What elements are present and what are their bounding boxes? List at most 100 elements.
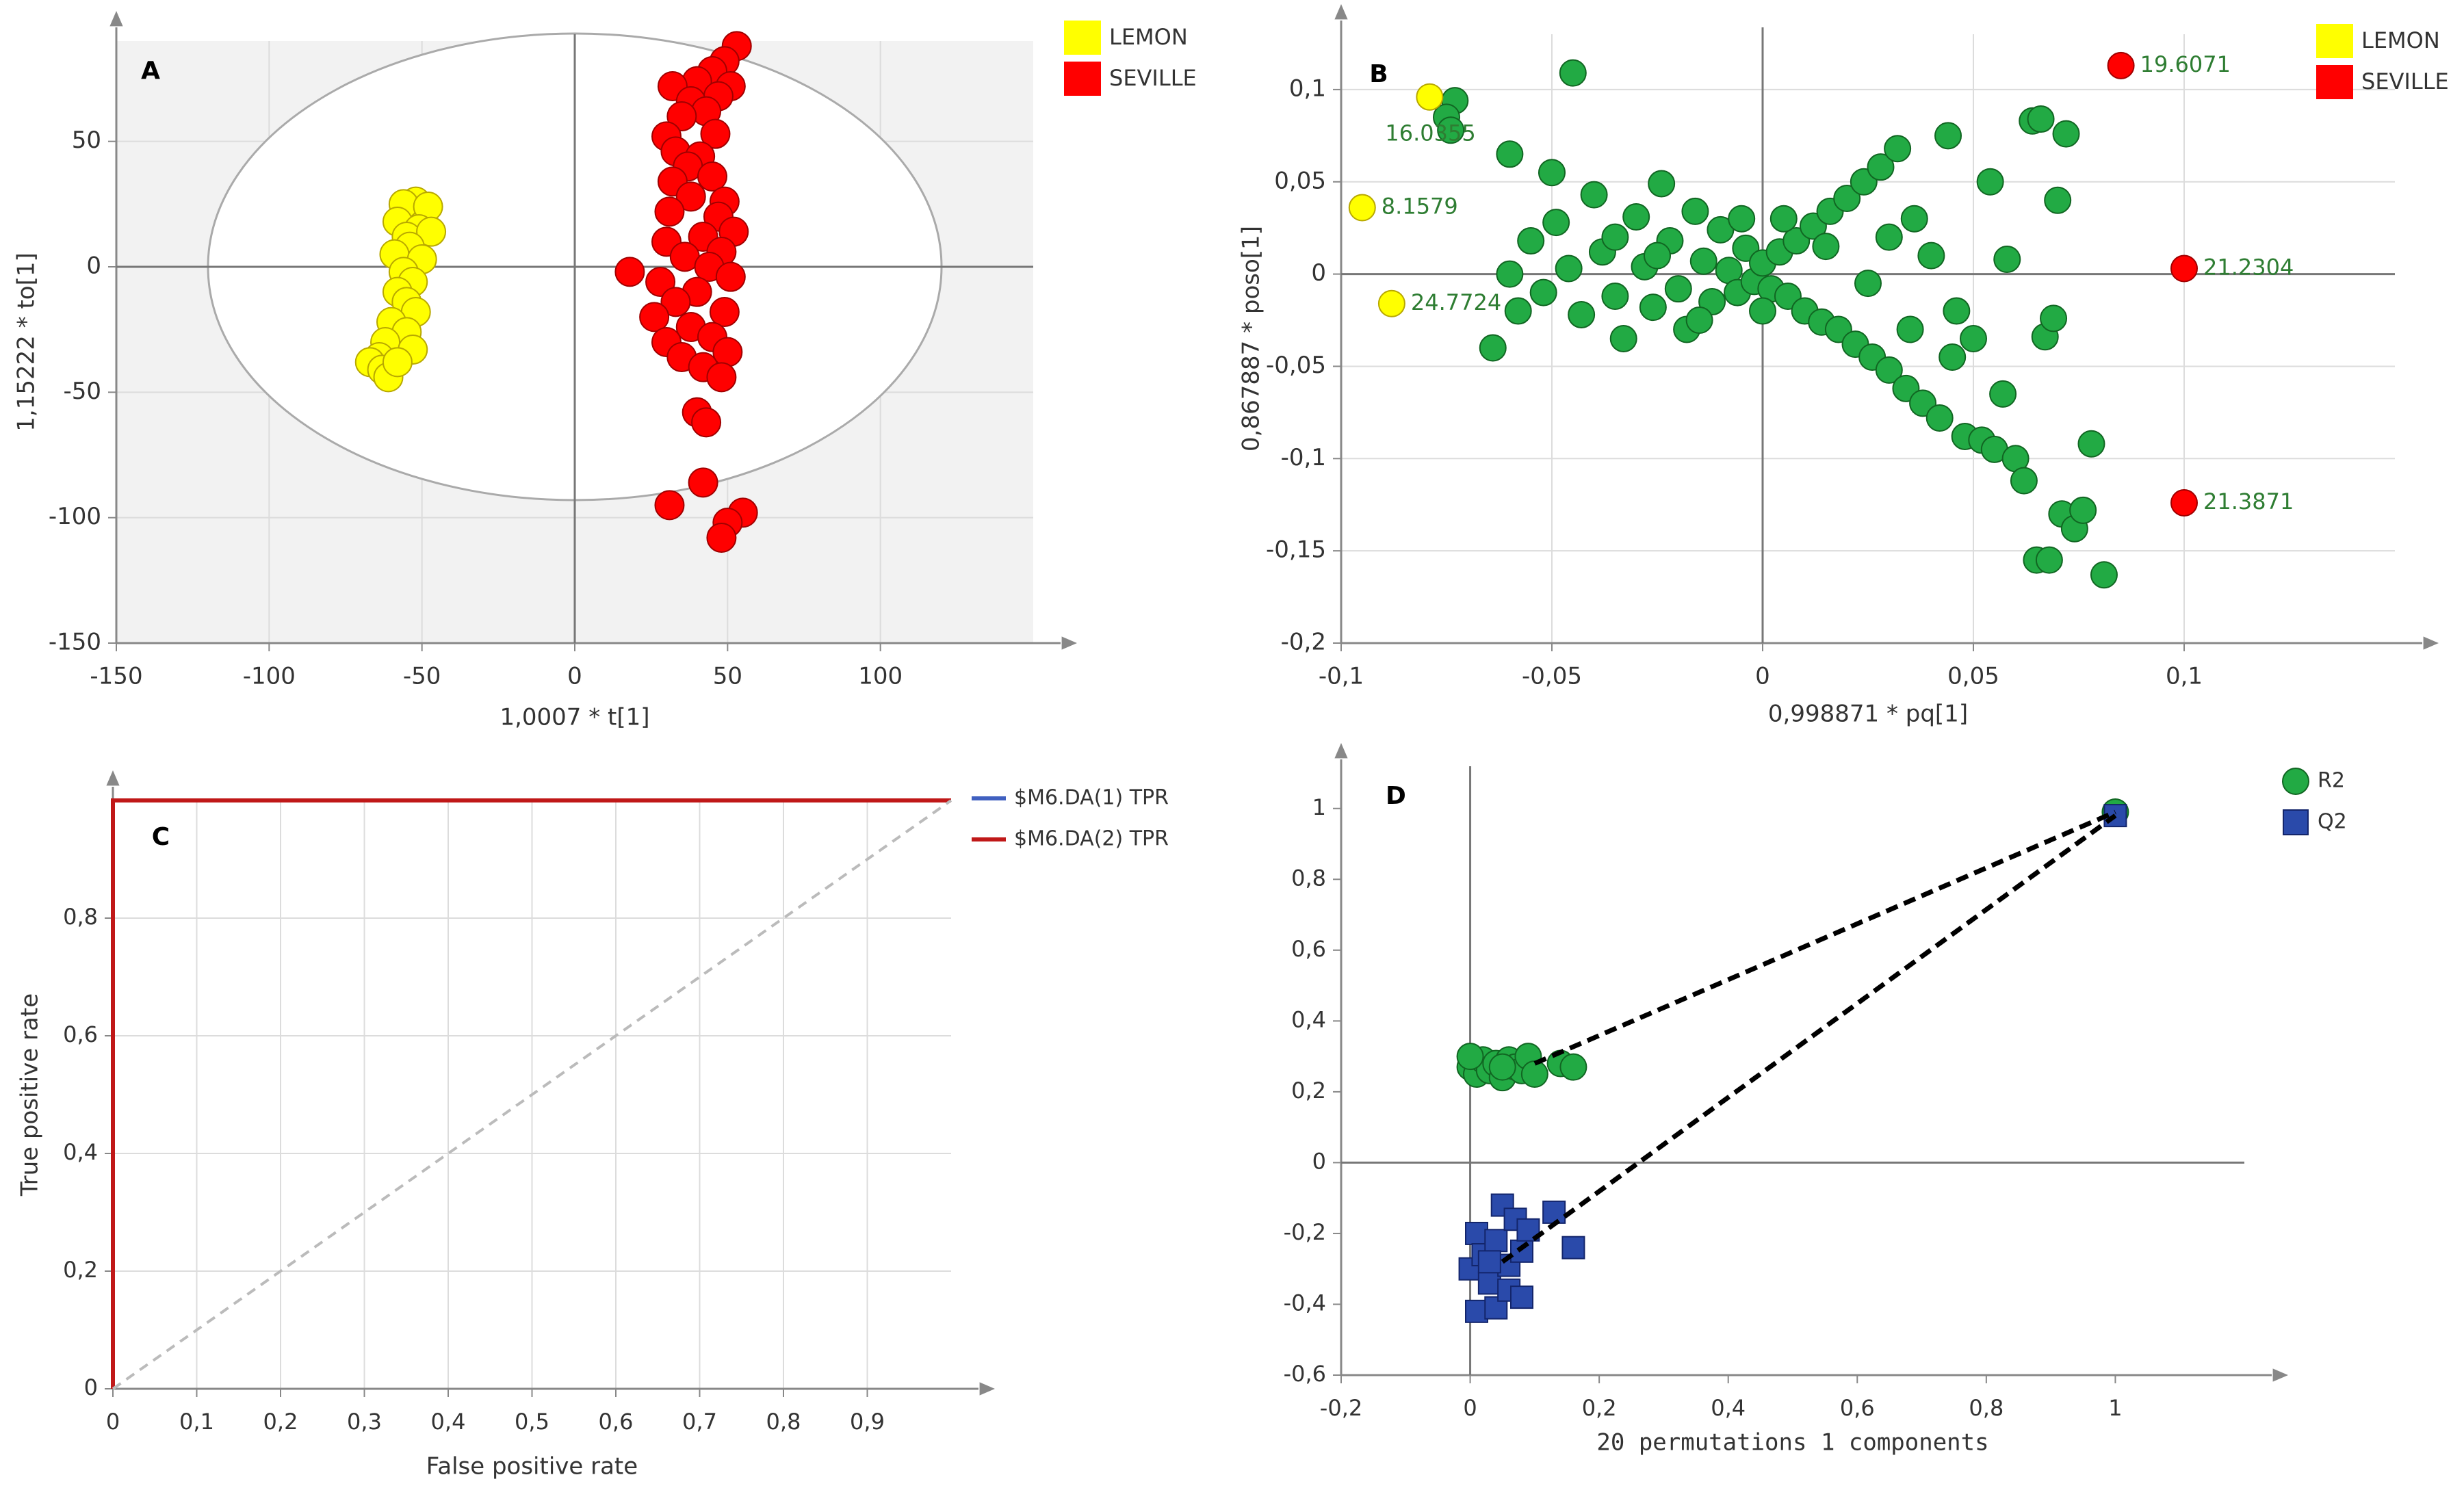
loading-point bbox=[1896, 315, 1924, 343]
point-label: 8.1579 bbox=[1382, 194, 1458, 220]
loading-point bbox=[2052, 120, 2080, 148]
data-point bbox=[697, 161, 727, 192]
y-tick-label: 0,6 bbox=[63, 1021, 98, 1047]
loading-point bbox=[1854, 270, 1882, 298]
x-tick-label: 1 bbox=[2108, 1395, 2122, 1421]
loading-point bbox=[1644, 242, 1671, 270]
data-point bbox=[639, 302, 670, 332]
loading-point bbox=[1707, 216, 1735, 244]
loading-point bbox=[2069, 496, 2097, 524]
y-tick-label: -0,6 bbox=[1284, 1361, 1326, 1387]
y-tick-label: -0,2 bbox=[1284, 1219, 1326, 1245]
axis-arrow bbox=[2272, 1368, 2288, 1382]
x-tick-label: -50 bbox=[403, 663, 441, 690]
loading-point bbox=[1538, 159, 1566, 187]
data-point bbox=[1456, 1043, 1484, 1071]
data-point-square bbox=[1477, 1250, 1501, 1274]
data-point bbox=[660, 287, 691, 317]
loading-point bbox=[1943, 297, 1971, 325]
legend-swatch bbox=[1064, 21, 1101, 55]
loading-point bbox=[1542, 209, 1570, 237]
axis-arrow bbox=[979, 1382, 995, 1396]
data-point bbox=[654, 196, 685, 227]
loading-point bbox=[1867, 153, 1895, 181]
x-tick-label: 50 bbox=[713, 663, 742, 690]
point-label: 19.6071 bbox=[2140, 51, 2231, 77]
y-tick-label: -0,05 bbox=[1266, 352, 1326, 379]
data-point bbox=[614, 257, 645, 287]
legend-label: LEMON bbox=[1109, 24, 1188, 50]
legend-swatch bbox=[2316, 65, 2353, 99]
loading-point bbox=[1622, 203, 1650, 231]
panel-a: -150 -100 -50 0 50 100 -150 -100 -50 0 50 1,0007 * … bbox=[13, 11, 1197, 731]
point-label: 21.3871 bbox=[2203, 488, 2294, 514]
data-point bbox=[416, 216, 447, 247]
y-tick-label: 0,1 bbox=[1289, 75, 1326, 102]
loading-point bbox=[1993, 246, 2021, 274]
legend-label: Q2 bbox=[2318, 810, 2347, 834]
y-tick-label: 0,4 bbox=[63, 1139, 98, 1165]
x-tick-label: -0,05 bbox=[1522, 663, 1582, 690]
loading-point bbox=[1685, 306, 1713, 335]
loading-point bbox=[1648, 170, 1676, 198]
highlighted-point bbox=[2170, 254, 2198, 283]
x-tick-label: 0,4 bbox=[1711, 1395, 1746, 1421]
y-tick-label: 1 bbox=[1312, 794, 1326, 820]
loading-point bbox=[1833, 185, 1861, 213]
data-point-square bbox=[1477, 1271, 1501, 1295]
loading-point bbox=[1875, 356, 1903, 384]
data-point bbox=[691, 407, 722, 438]
panel-d: -0,2 0 0,2 0,4 0,6 0,8 1 -0,6 -0,4 -0,2 0 0,2 0,4 0,6… bbox=[1284, 743, 2347, 1457]
y-tick-label: 0 bbox=[1311, 259, 1326, 287]
loading-point bbox=[1728, 205, 1756, 233]
x-tick-label: -0,1 bbox=[1319, 663, 1364, 690]
loading-point bbox=[1517, 227, 1545, 255]
x-tick-label: 0,6 bbox=[599, 1409, 634, 1435]
reference-line bbox=[1501, 813, 2117, 1264]
data-point bbox=[1488, 1053, 1516, 1081]
loading-point bbox=[1689, 247, 1717, 275]
loading-point bbox=[1917, 242, 1945, 270]
axis-arrow bbox=[1334, 4, 1348, 20]
roc-curve-2 bbox=[111, 798, 951, 1389]
data-point-square bbox=[1510, 1239, 1533, 1263]
legend-label: SEVILLE bbox=[2361, 68, 2449, 94]
loading-point bbox=[1989, 380, 2017, 408]
loading-point bbox=[1884, 135, 1912, 163]
reference-line bbox=[1533, 809, 2116, 1066]
loading-point bbox=[1504, 297, 1532, 325]
x-tick-label: -150 bbox=[90, 663, 142, 690]
data-point bbox=[666, 101, 697, 131]
data-point bbox=[382, 347, 413, 378]
data-point bbox=[654, 490, 685, 521]
reference-line bbox=[112, 799, 952, 1390]
point-label: 24.7724 bbox=[1411, 289, 1501, 315]
axis-arrow bbox=[109, 11, 123, 27]
y-tick-label: 0,2 bbox=[1291, 1078, 1326, 1104]
y-tick-label: 50 bbox=[72, 127, 101, 154]
point-label: 21.2304 bbox=[2203, 254, 2294, 280]
x-tick-label: 0,3 bbox=[347, 1409, 382, 1435]
x-tick-label: 0,9 bbox=[850, 1409, 885, 1435]
data-point-square bbox=[1510, 1285, 1533, 1309]
plot-area bbox=[1341, 34, 2395, 643]
x-tick-label: 0 bbox=[1463, 1395, 1477, 1421]
data-point bbox=[688, 467, 718, 498]
y-tick-label: -0,1 bbox=[1281, 444, 1326, 471]
x-axis-label: 20 permutations 1 components bbox=[1596, 1429, 1988, 1457]
x-tick-label: 0 bbox=[106, 1409, 120, 1435]
legend-label: $M6.DA(1) TPR bbox=[1014, 786, 1169, 810]
axis-arrow bbox=[106, 770, 120, 786]
data-point bbox=[1559, 1053, 1587, 1081]
x-tick-label: -100 bbox=[243, 663, 296, 690]
axis-arrow bbox=[2423, 636, 2439, 650]
loading-point bbox=[1664, 275, 1692, 303]
panel-letter: C bbox=[152, 823, 170, 851]
data-point-square bbox=[1542, 1200, 1566, 1224]
y-tick-label: 0 bbox=[84, 1374, 98, 1400]
loading-point bbox=[1559, 59, 1587, 87]
loading-point bbox=[2035, 546, 2063, 574]
loading-point bbox=[1568, 300, 1596, 328]
loading-point bbox=[1976, 168, 2004, 196]
loading-point bbox=[1580, 181, 1608, 209]
